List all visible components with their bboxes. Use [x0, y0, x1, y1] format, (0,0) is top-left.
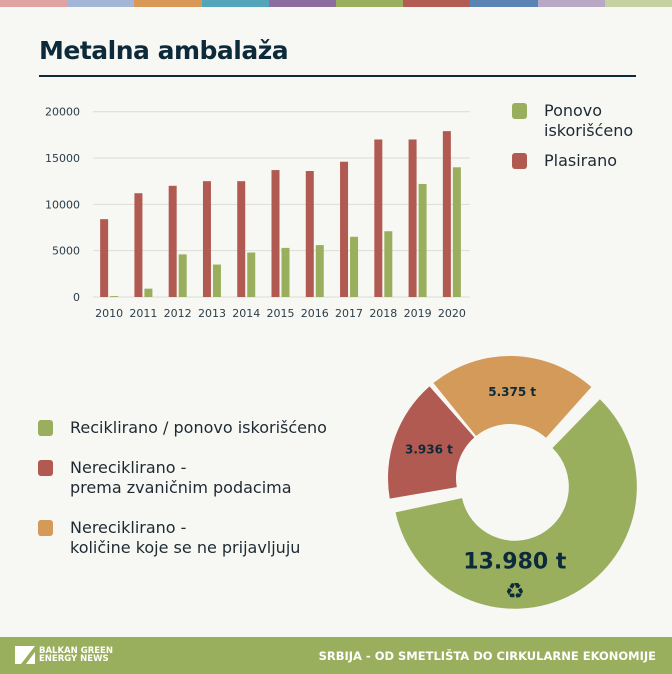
- bar-placed-2014: [237, 181, 246, 297]
- bar-reused-2012: [178, 254, 187, 297]
- donut-slice: [388, 386, 475, 499]
- legend-label: Ponovo iskorišćeno: [544, 101, 634, 140]
- bar-reused-2010: [110, 296, 119, 297]
- footer-bar: BALKAN GREEN ENERGY NEWS SRBIJA - OD SME…: [0, 637, 672, 674]
- legend-item-recycled: Reciklirano / ponovo iskorišćeno: [38, 418, 327, 438]
- donut-chart: 13.980 t ♻ 3.936 t 5.375 t: [388, 356, 637, 609]
- bar-reused-2018: [384, 231, 393, 297]
- bar-placed-2013: [202, 181, 211, 297]
- bar-placed-2020: [442, 131, 451, 297]
- stripe-segment: [403, 0, 471, 7]
- stripe-segment: [470, 0, 538, 7]
- logo-text: BALKAN GREEN ENERGY NEWS: [39, 646, 113, 664]
- logo-mark-icon: [15, 646, 35, 664]
- slice-value-label: 3.936 t: [405, 442, 453, 456]
- page-title: Metalna ambalaža: [39, 36, 289, 65]
- y-tick-label: 0: [73, 291, 80, 304]
- footer-title: SRBIJA - OD SMETLIŠTA DO CIRKULARNE EKON…: [318, 649, 656, 663]
- x-tick-label: 2020: [438, 307, 466, 320]
- bar-placed-2012: [168, 185, 177, 297]
- stripe-segment: [537, 0, 605, 7]
- bar-placed-2018: [374, 139, 383, 297]
- legend-swatch: [38, 520, 53, 536]
- legend-label: Plasirano: [544, 151, 617, 170]
- bar-placed-2010: [100, 219, 109, 297]
- legend-item-unrecycled-official: Nereciklirano - prema zvaničnim podacima: [38, 458, 292, 498]
- legend-item-reused: Ponovo iskorišćeno: [512, 101, 633, 141]
- legend-label: Nereciklirano - količine koje se ne prij…: [70, 518, 301, 557]
- x-tick-label: 2018: [369, 307, 397, 320]
- legend-swatch: [512, 153, 527, 169]
- legend-item-placed: Plasirano: [512, 151, 617, 171]
- x-tick-label: 2012: [164, 307, 192, 320]
- stripe-segment: [134, 0, 202, 7]
- bar-placed-2017: [340, 161, 349, 297]
- bar-placed-2015: [271, 170, 280, 297]
- stripe-segment: [268, 0, 337, 7]
- x-tick-label: 2013: [198, 307, 226, 320]
- bar-reused-2016: [315, 245, 324, 297]
- bar-reused-2019: [418, 183, 427, 297]
- bar-reused-2015: [281, 247, 290, 297]
- legend-swatch: [512, 103, 527, 119]
- stripe-segment: [201, 0, 269, 7]
- slice-value-label: 13.980 t: [463, 550, 567, 575]
- legend-label: Reciklirano / ponovo iskorišćeno: [70, 418, 327, 437]
- slice-value-label: 5.375 t: [488, 385, 536, 399]
- y-tick-label: 10000: [45, 198, 80, 211]
- bar-placed-2019: [408, 139, 417, 297]
- brand-logo: BALKAN GREEN ENERGY NEWS: [15, 646, 113, 664]
- legend-label: Nereciklirano - prema zvaničnim podacima: [70, 458, 292, 497]
- bar-placed-2016: [305, 170, 314, 297]
- legend-item-unrecycled-unreported: Nereciklirano - količine koje se ne prij…: [38, 518, 300, 558]
- title-divider: [39, 75, 636, 77]
- x-tick-label: 2019: [404, 307, 432, 320]
- bar-reused-2013: [212, 264, 221, 297]
- color-stripe: [0, 0, 672, 7]
- legend-swatch: [38, 420, 53, 436]
- x-tick-label: 2010: [95, 307, 123, 320]
- recycle-icon: ♻: [505, 580, 525, 605]
- bar-placed-2011: [134, 193, 143, 297]
- stripe-segment: [604, 0, 672, 7]
- donut-slice: [395, 399, 637, 609]
- bar-reused-2020: [452, 167, 461, 297]
- donut-slice: [433, 356, 592, 438]
- x-tick-label: 2017: [335, 307, 363, 320]
- x-tick-label: 2015: [267, 307, 295, 320]
- bar-reused-2014: [247, 252, 256, 297]
- bar-reused-2017: [350, 236, 359, 297]
- x-tick-label: 2014: [232, 307, 260, 320]
- y-tick-label: 15000: [45, 152, 80, 165]
- stripe-segment: [67, 0, 135, 7]
- x-tick-label: 2011: [129, 307, 157, 320]
- y-tick-label: 5000: [52, 245, 80, 258]
- x-tick-label: 2016: [301, 307, 329, 320]
- bar-chart: 0 5000 10000 15000 20000 2010 2011 2012 2013 2014…: [45, 106, 470, 320]
- stripe-segment: [336, 0, 404, 7]
- legend-swatch: [38, 460, 53, 476]
- stripe-segment: [0, 0, 68, 7]
- bar-reused-2011: [144, 288, 153, 297]
- y-tick-label: 20000: [45, 106, 80, 119]
